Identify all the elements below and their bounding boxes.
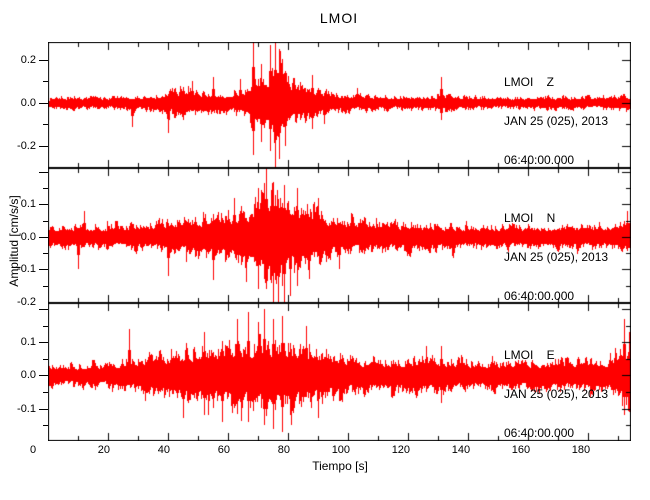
y-tick-mark — [39, 409, 48, 410]
panel-channel-e: LMOI E JAN 25 (025), 2013 06:40:00.000 — [48, 303, 631, 441]
y-tick-mark — [43, 188, 48, 189]
station-channel-label: LMOI E — [504, 348, 555, 362]
figure-title: LMOI — [319, 10, 359, 26]
trace-date-label: JAN 25 (025), 2013 — [504, 387, 609, 401]
y-tick-mark — [43, 253, 48, 254]
y-tick-mark — [43, 124, 48, 125]
waveform-canvas-e — [48, 303, 631, 441]
y-tick-label: -0.2 — [17, 296, 36, 309]
y-tick-mark — [43, 286, 48, 287]
x-tick-label: 140 — [451, 444, 471, 456]
trace-info-n: LMOI N JAN 25 (025), 2013 06:40:00.000 — [504, 186, 608, 329]
y-tick-label: 0.0 — [20, 369, 36, 382]
trace-info-z: LMOI Z JAN 25 (025), 2013 06:40:00.000 — [504, 50, 608, 193]
y-tick-label: 0.0 — [20, 230, 36, 243]
y-tick-mark — [43, 359, 48, 360]
y-tick-mark — [43, 326, 48, 327]
y-tick-mark — [39, 375, 48, 376]
waveform-canvas-z — [48, 42, 631, 168]
x-axis-label: Tiempo [s] — [312, 459, 368, 473]
y-tick-mark — [43, 425, 48, 426]
x-tick-label: 120 — [391, 444, 411, 456]
y-tick-mark — [39, 342, 48, 343]
y-tick-label: -0.2 — [17, 140, 36, 153]
x-tick-label: 100 — [331, 444, 351, 456]
y-tick-mark — [43, 221, 48, 222]
waveform-canvas-n — [48, 168, 631, 303]
station-channel-label: LMOI N — [504, 211, 556, 225]
y-tick-mark — [39, 309, 48, 310]
y-tick-mark — [39, 172, 48, 173]
x-tick-label: 40 — [157, 444, 171, 456]
panel-channel-n: LMOI N JAN 25 (025), 2013 06:40:00.000 — [48, 168, 631, 303]
trace-time-label: 06:40:00.000 — [504, 153, 575, 167]
x-tick-label: 20 — [97, 444, 110, 456]
trace-date-label: JAN 25 (025), 2013 — [504, 250, 609, 264]
y-tick-label: -0.1 — [17, 402, 36, 415]
trace-info-e: LMOI E JAN 25 (025), 2013 06:40:00.000 — [504, 323, 608, 466]
panel-channel-z: LMOI Z JAN 25 (025), 2013 06:40:00.000 — [48, 42, 631, 168]
x-tick-label: 80 — [277, 444, 291, 456]
y-tick-mark — [39, 237, 48, 238]
station-channel-label: LMOI Z — [504, 75, 555, 89]
y-tick-label: 0.1 — [20, 336, 36, 349]
y-tick-mark — [39, 60, 48, 61]
y-tick-label: 0.2 — [20, 53, 36, 66]
x-tick-label: 0 — [30, 444, 37, 456]
y-tick-mark — [43, 81, 48, 82]
y-tick-mark — [43, 392, 48, 393]
y-tick-mark — [39, 146, 48, 147]
y-tick-label: -0.1 — [17, 263, 36, 276]
trace-date-label: JAN 25 (025), 2013 — [504, 114, 609, 128]
y-tick-mark — [39, 204, 48, 205]
y-tick-label: 0.1 — [20, 198, 36, 211]
y-tick-mark — [39, 269, 48, 270]
y-tick-label: 0.0 — [20, 96, 36, 109]
trace-time-label: 06:40:00.000 — [504, 289, 575, 303]
x-tick-label: 60 — [217, 444, 231, 456]
y-tick-mark — [39, 103, 48, 104]
trace-time-label: 06:40:00.000 — [504, 426, 575, 440]
x-tick-label: 160 — [511, 444, 531, 456]
x-tick-label: 180 — [571, 444, 591, 456]
